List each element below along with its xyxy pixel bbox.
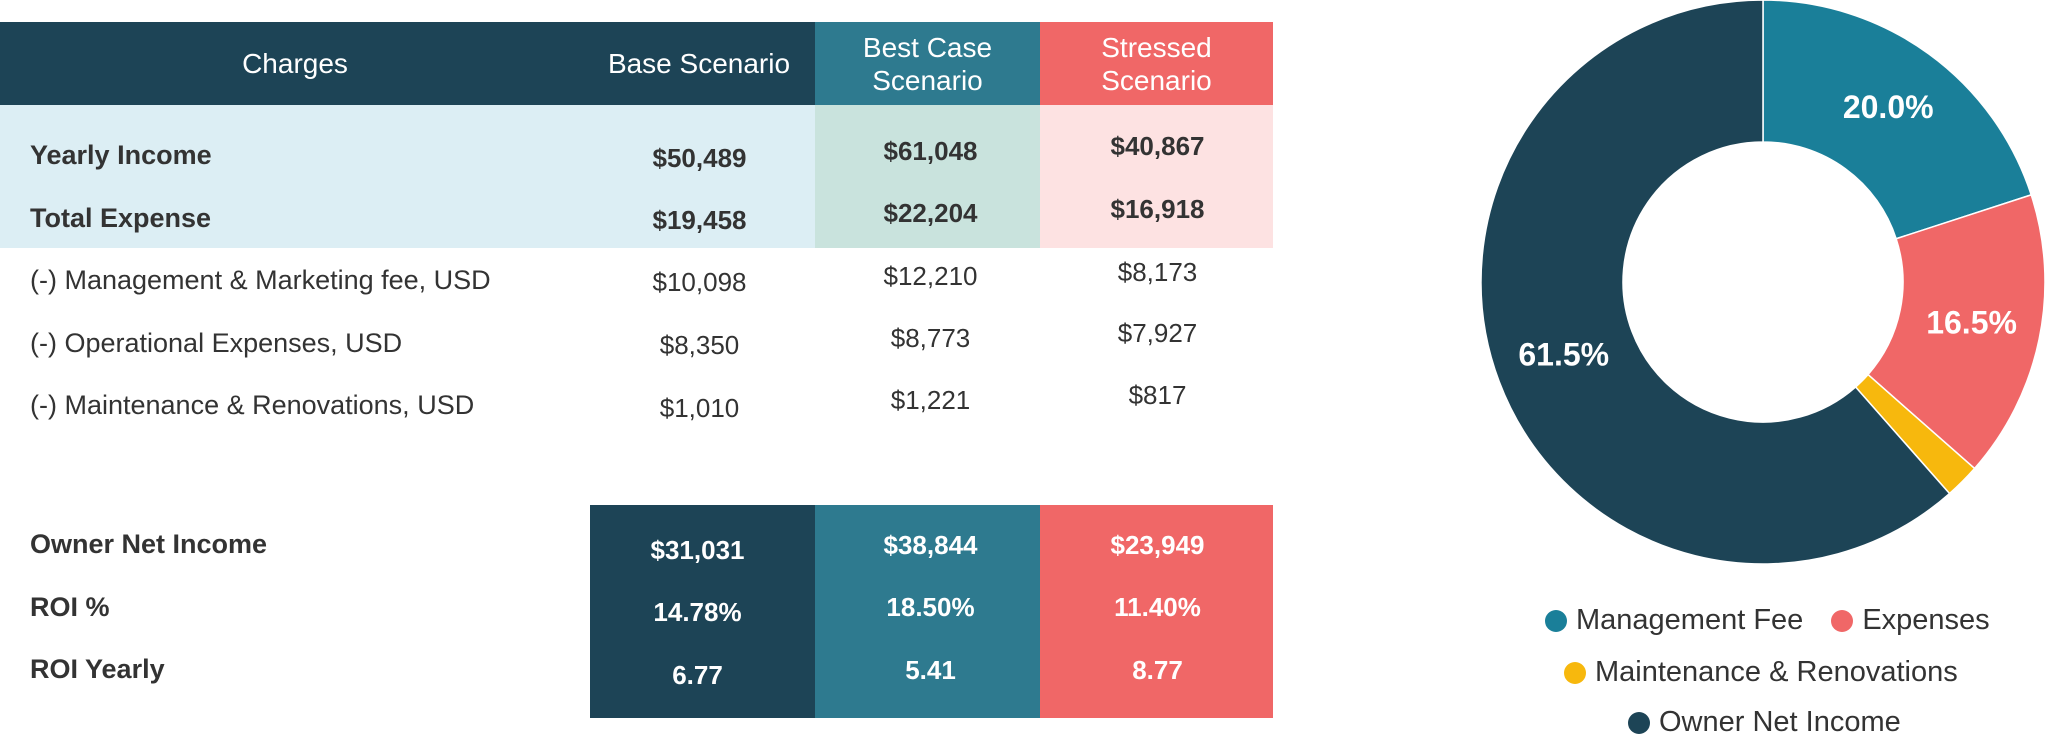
- roi-yearly-best: 5.41: [905, 655, 956, 685]
- legend-dot-expenses: [1831, 609, 1854, 632]
- highlight-band-stressed: [1040, 105, 1273, 248]
- header-base-label: Base Scenario: [607, 48, 791, 79]
- yearly-income-stressed: $40,867: [1110, 131, 1205, 161]
- row-label-yearly-income: Yearly Income: [30, 140, 212, 170]
- legend-item-owner-net-income: Owner Net Income: [1628, 706, 1901, 739]
- header-base-scenario: Base Scenario: [583, 22, 815, 105]
- summary-band-stressed: [1040, 505, 1273, 718]
- roi-percent-stressed: 11.40%: [1114, 592, 1201, 622]
- highlight-band-best: [815, 105, 1040, 248]
- legend-label-maintenance: Maintenance & Renovations: [1595, 656, 1958, 688]
- yearly-income-best: $61,048: [883, 136, 978, 166]
- maintenance-best: $1,221: [890, 385, 971, 415]
- legend-dot-management-fee: [1545, 609, 1567, 632]
- header-stressed-line2: Scenario: [1101, 64, 1212, 96]
- donut-slice-owner-net-income: [1480, 0, 1951, 565]
- header-charges: Charges: [0, 22, 590, 105]
- legend-dot-maintenance: [1564, 661, 1586, 684]
- total-expense-base: $19,458: [652, 205, 747, 235]
- management-fee-best: $12,210: [883, 261, 978, 291]
- summary-band-base: [590, 505, 815, 718]
- owner-net-income-base: $31,031: [650, 535, 745, 565]
- total-expense-best: $22,204: [883, 198, 978, 228]
- header-charges-label: Charges: [242, 48, 348, 79]
- owner-net-income-best: $38,844: [883, 530, 978, 560]
- highlight-band-base: [0, 105, 815, 248]
- donut-label-expenses: 16.5%: [1926, 305, 2017, 341]
- row-label-roi-percent: ROI %: [30, 592, 110, 622]
- roi-percent-best: 18.50%: [886, 592, 975, 622]
- header-best-line1: Best Case: [862, 31, 993, 63]
- roi-yearly-base: 6.77: [672, 660, 723, 690]
- management-fee-base: $10,098: [652, 267, 747, 297]
- donut-label-owner-net-income: 61.5%: [1518, 337, 1609, 373]
- header-stressed-line1: Stressed: [1101, 31, 1212, 63]
- row-label-operational-expenses: (-) Operational Expenses, USD: [30, 328, 403, 358]
- legend-label-expenses: Expenses: [1862, 604, 1990, 636]
- roi-yearly-stressed: 8.77: [1132, 655, 1183, 685]
- legend-row-1: Management Fee Expenses: [1545, 604, 1990, 637]
- row-label-management-fee: (-) Management & Marketing fee, USD: [30, 265, 491, 295]
- donut-slice-expenses: [1866, 193, 2046, 470]
- donut-chart: 20.0% 16.5% 61.5%: [1480, 0, 2046, 565]
- row-label-maintenance: (-) Maintenance & Renovations, USD: [30, 390, 475, 420]
- legend-item-management-fee: Management Fee: [1545, 604, 1803, 637]
- row-label-total-expense: Total Expense: [30, 203, 212, 233]
- legend-dot-owner-net-income: [1628, 711, 1650, 734]
- legend-label-management-fee: Management Fee: [1576, 604, 1804, 636]
- legend-label-owner-net-income: Owner Net Income: [1659, 706, 1901, 738]
- management-fee-stressed: $8,173: [1117, 257, 1198, 287]
- legend-row-2: Maintenance & Renovations: [1564, 656, 1958, 689]
- legend-item-expenses: Expenses: [1831, 604, 1990, 637]
- header-best-case-scenario: Best Case Scenario: [815, 22, 1040, 105]
- legend-item-maintenance: Maintenance & Renovations: [1564, 656, 1958, 689]
- yearly-income-base: $50,489: [652, 143, 747, 173]
- owner-net-income-stressed: $23,949: [1110, 530, 1205, 560]
- donut-slice-management-fee: [1762, 0, 2033, 240]
- header-best-line2: Scenario: [872, 64, 983, 96]
- operational-expenses-best: $8,773: [890, 323, 971, 353]
- maintenance-stressed: $817: [1128, 380, 1187, 410]
- roi-percent-base: 14.78%: [653, 597, 742, 627]
- summary-band-best: [815, 505, 1040, 718]
- row-label-owner-net-income: Owner Net Income: [30, 529, 268, 559]
- operational-expenses-base: $8,350: [659, 330, 740, 360]
- maintenance-base: $1,010: [659, 393, 740, 423]
- legend-row-3: Owner Net Income: [1628, 706, 1901, 739]
- row-label-roi-yearly: ROI Yearly: [30, 654, 165, 684]
- header-stressed-scenario: Stressed Scenario: [1040, 22, 1273, 105]
- donut-label-management-fee: 20.0%: [1843, 89, 1934, 125]
- total-expense-stressed: $16,918: [1110, 194, 1205, 224]
- operational-expenses-stressed: $7,927: [1117, 318, 1198, 348]
